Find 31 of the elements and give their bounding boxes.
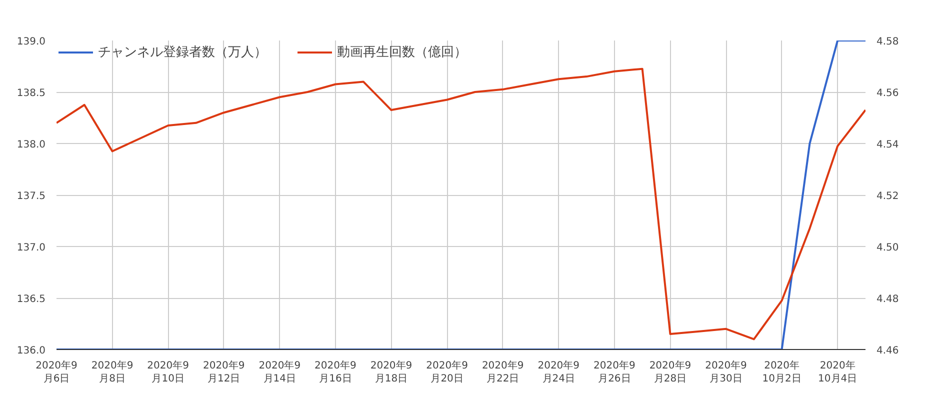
x-tick-label: 2020年9 月26日 — [594, 360, 636, 385]
y2-tick-label: 4.48 — [876, 294, 899, 305]
y-tick-label: 137.5 — [16, 191, 46, 202]
x-tick-label: 2020年 10月2日 — [762, 360, 802, 385]
y-tick-label: 136.5 — [16, 294, 46, 305]
y-tick-label: 139.0 — [16, 36, 46, 48]
legend-label: チャンネル登録者数（万人） — [98, 44, 267, 61]
x-tick-label: 2020年9 月28日 — [649, 360, 692, 385]
y2-tick-label: 4.56 — [876, 88, 899, 99]
y2-tick-label: 4.58 — [876, 36, 899, 48]
y2-tick-label: 4.54 — [876, 140, 899, 150]
x-tick-label: 2020年9 月20日 — [426, 360, 468, 385]
y2-tick-label: 4.50 — [876, 242, 899, 254]
y-tick-label: 138.5 — [16, 88, 46, 99]
x-tick-label: 2020年9 月8日 — [91, 360, 134, 385]
y-tick-label: 137.0 — [16, 242, 46, 254]
legend-label: 動画再生回数（億回） — [337, 44, 467, 61]
x-tick-label: 2020年9 月6日 — [36, 360, 78, 385]
x-tick-label: 2020年9 月14日 — [258, 360, 301, 385]
x-tick-label: 2020年 10月4日 — [818, 360, 858, 385]
x-tick-label: 2020年9 月16日 — [314, 360, 356, 385]
y-tick-label: 136.0 — [16, 346, 46, 356]
x-tick-label: 2020年9 月10日 — [147, 360, 189, 385]
y2-tick-label: 4.46 — [876, 346, 899, 356]
x-tick-label: 2020年9 月22日 — [482, 360, 524, 385]
x-tick-label: 2020年9 月30日 — [705, 360, 747, 385]
y2-tick-label: 4.52 — [876, 191, 899, 202]
y-tick-label: 138.0 — [16, 140, 46, 150]
x-tick-label: 2020年9 月18日 — [370, 360, 412, 385]
x-tick-label: 2020年9 月12日 — [202, 360, 245, 385]
x-tick-label: 2020年9 月24日 — [538, 360, 580, 385]
